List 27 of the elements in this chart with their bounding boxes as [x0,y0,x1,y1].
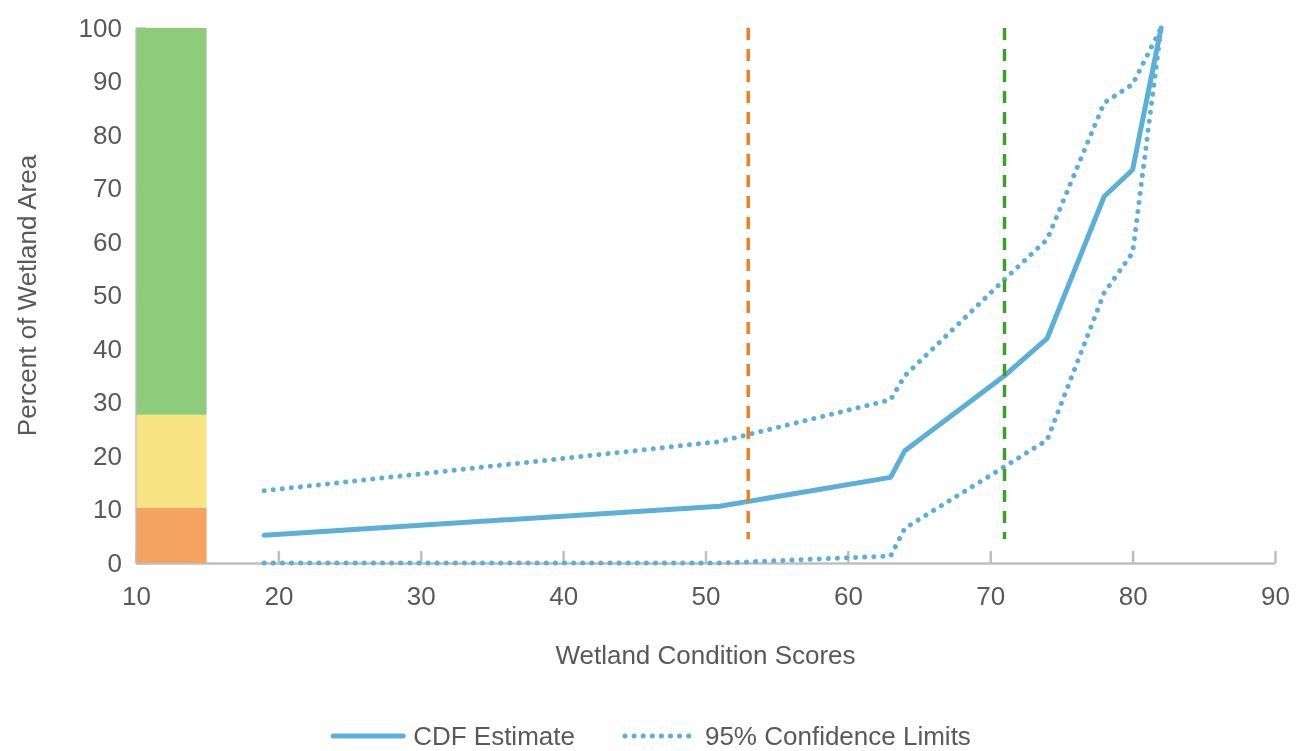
x-tick-label: 10 [122,581,151,612]
y-tick-label: 30 [93,387,122,418]
bar [136,414,207,508]
x-tick-label: 90 [1261,581,1290,612]
y-tick-label: 10 [93,494,122,525]
x-tick-label: 30 [406,581,436,612]
bar [136,28,207,415]
y-axis-title: Percent of Wetland Area [12,154,42,437]
x-axis-title: Wetland Condition Scores [555,640,856,670]
x-tick-label: 40 [549,581,579,612]
y-tick-label: 70 [93,173,122,204]
x-tick-label: 20 [264,581,294,612]
y-tick-label: 0 [107,547,122,578]
y-tick-label: 100 [78,12,122,43]
x-tick-label: 60 [833,581,863,612]
y-tick-label: 90 [93,66,122,97]
x-tick-label: 70 [976,581,1006,612]
y-tick-label: 80 [93,119,122,150]
y-tick-label: 60 [93,226,122,257]
x-tick-label: 80 [1118,581,1148,612]
y-tick-label: 50 [93,280,122,311]
legend-label: CDF Estimate [413,721,575,751]
bar [136,507,207,563]
y-tick-label: 20 [93,440,122,471]
x-tick-label: 50 [691,581,721,612]
y-tick-label: 40 [93,333,122,364]
legend-label: 95% Confidence Limits [704,721,971,751]
